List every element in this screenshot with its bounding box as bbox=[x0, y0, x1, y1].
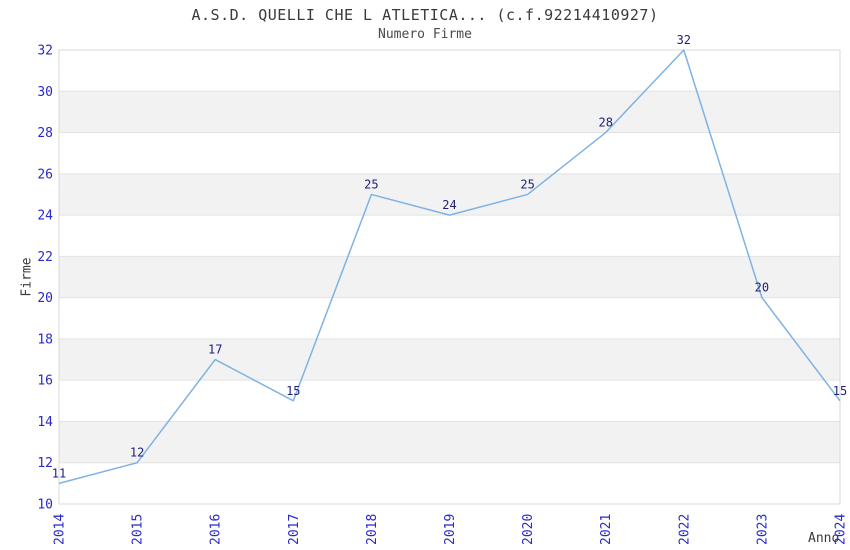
chart-title: A.S.D. QUELLI CHE L ATLETICA... (c.f.922… bbox=[191, 6, 659, 24]
y-tick-label: 18 bbox=[37, 332, 53, 347]
x-tick-label: 2021 bbox=[599, 514, 614, 545]
y-tick-label: 20 bbox=[37, 291, 53, 306]
y-tick-label: 16 bbox=[37, 374, 53, 389]
x-tick-label: 2016 bbox=[209, 514, 224, 545]
data-point-label: 28 bbox=[598, 116, 612, 130]
x-tick-label: 2020 bbox=[521, 514, 536, 545]
data-point-label: 25 bbox=[364, 177, 378, 191]
y-tick-label: 32 bbox=[37, 44, 53, 59]
data-point-label: 15 bbox=[833, 384, 847, 398]
grid-band bbox=[59, 338, 840, 381]
x-tick-label: 2017 bbox=[287, 514, 302, 545]
x-tick-label: 2019 bbox=[443, 514, 458, 545]
plot-border bbox=[58, 49, 841, 505]
y-tick-label: 24 bbox=[37, 209, 53, 224]
x-tick-label: 2023 bbox=[755, 514, 770, 545]
chart-subtitle: Numero Firme bbox=[378, 27, 472, 42]
y-tick-label: 14 bbox=[37, 415, 53, 430]
data-point-label: 24 bbox=[442, 198, 456, 212]
grid-band bbox=[59, 421, 840, 463]
data-point-label: 20 bbox=[755, 281, 769, 295]
y-tick-label: 30 bbox=[37, 85, 53, 100]
data-point-label: 12 bbox=[130, 446, 144, 460]
data-point-label: 17 bbox=[208, 343, 222, 357]
data-point-label: 15 bbox=[286, 384, 300, 398]
grid-band bbox=[59, 173, 840, 216]
grid-band bbox=[59, 256, 840, 298]
y-tick-label: 10 bbox=[37, 498, 53, 513]
y-tick-label: 22 bbox=[37, 250, 53, 265]
x-tick-label: 2024 bbox=[834, 514, 849, 545]
data-line bbox=[58, 49, 841, 485]
y-tick-label: 28 bbox=[37, 126, 53, 141]
x-tick-label: 2015 bbox=[131, 514, 146, 545]
data-point-label: 32 bbox=[677, 33, 691, 47]
x-tick-label: 2014 bbox=[53, 514, 68, 545]
x-tick-label: 2018 bbox=[365, 514, 380, 545]
x-tick-label: 2022 bbox=[677, 514, 692, 545]
y-tick-label: 12 bbox=[37, 456, 53, 471]
data-point-label: 25 bbox=[520, 177, 534, 191]
x-axis-title: Anno bbox=[808, 531, 840, 546]
data-point-label: 11 bbox=[52, 466, 66, 480]
y-tick-label: 26 bbox=[37, 167, 53, 182]
grid-band bbox=[59, 91, 840, 133]
